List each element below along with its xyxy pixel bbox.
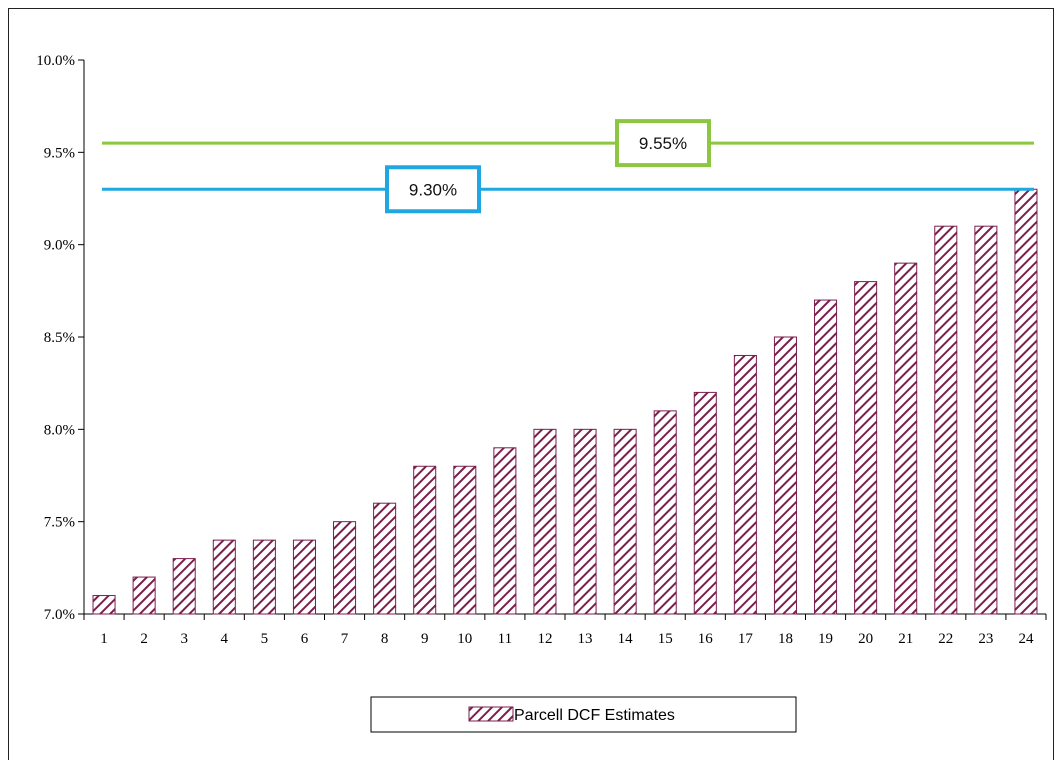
- x-tick-label: 18: [778, 631, 793, 647]
- bar: [92, 595, 116, 615]
- x-tick-label: 20: [858, 631, 873, 647]
- bar: [1014, 188, 1038, 615]
- bar: [132, 576, 156, 615]
- y-tick-label: 8.5%: [44, 330, 75, 346]
- y-tick-label: 7.5%: [44, 515, 75, 531]
- legend: Parcell DCF Estimates: [370, 696, 797, 733]
- x-tick-label: 10: [457, 631, 472, 647]
- legend-label: Parcell DCF Estimates: [514, 707, 675, 724]
- chart-frame: [8, 8, 1054, 760]
- legend-box: [370, 696, 797, 733]
- x-tick-label: 7: [341, 631, 349, 647]
- x-tick-label: 6: [301, 631, 309, 647]
- bar: [212, 539, 236, 615]
- y-tick-label: 7.0%: [44, 607, 75, 623]
- bar: [573, 428, 597, 615]
- x-tick-label: 15: [658, 631, 673, 647]
- bar: [333, 521, 357, 615]
- bar: [693, 391, 717, 615]
- x-axis: 1 2 3 4 5 6 7 8 9 10 11 12 13 14 15 16 17 18 19 20 21 22 23 24: [83, 613, 1047, 647]
- x-tick-label: 16: [698, 631, 714, 647]
- bars: [92, 188, 1038, 615]
- x-tick-label: 19: [818, 631, 833, 647]
- x-tick-label: 2: [140, 631, 148, 647]
- bar: [493, 447, 517, 615]
- x-tick-label: 5: [261, 631, 269, 647]
- x-tick-label: 8: [381, 631, 389, 647]
- x-tick-label: 24: [1018, 631, 1034, 647]
- x-tick-label: 14: [618, 631, 634, 647]
- x-tick-label: 23: [978, 631, 993, 647]
- reference-label: 9.30%: [409, 180, 457, 199]
- x-tick-label: 9: [421, 631, 429, 647]
- reference-label-box: [385, 165, 481, 214]
- bar: [453, 465, 477, 615]
- bar: [252, 539, 276, 615]
- y-axis: 7.0% 7.5% 8.0% 8.5% 9.0% 9.5% 10.0%: [36, 53, 85, 623]
- bar: [292, 539, 316, 615]
- bar: [172, 558, 196, 615]
- bar: [613, 428, 637, 615]
- bar: [814, 299, 838, 615]
- bar: [974, 225, 998, 615]
- bar: [733, 354, 757, 615]
- x-tick-label: 13: [578, 631, 593, 647]
- reference-label: 9.55%: [639, 134, 687, 153]
- x-tick-label: 22: [938, 631, 953, 647]
- bar: [413, 465, 437, 615]
- bar: [653, 410, 677, 615]
- x-tick-label: 1: [100, 631, 108, 647]
- x-tick-label: 3: [180, 631, 188, 647]
- bar: [373, 502, 397, 615]
- x-tick-label: 4: [221, 631, 229, 647]
- x-tick-label: 17: [738, 631, 754, 647]
- x-tick-label: 21: [898, 631, 913, 647]
- y-tick-label: 9.0%: [44, 238, 75, 254]
- bar: [533, 428, 557, 615]
- bar: [934, 225, 958, 615]
- bar: [894, 262, 918, 615]
- bar: [854, 281, 878, 615]
- y-tick-label: 10.0%: [36, 53, 75, 69]
- legend-swatch: [468, 706, 514, 722]
- x-tick-label: 12: [537, 631, 552, 647]
- bar: [773, 336, 797, 615]
- x-tick-label: 11: [498, 631, 512, 647]
- y-tick-label: 8.0%: [44, 422, 75, 438]
- y-tick-label: 9.5%: [44, 145, 75, 161]
- reference-lines: 9.55% 9.30%: [102, 119, 1034, 214]
- reference-label-box: [615, 119, 711, 168]
